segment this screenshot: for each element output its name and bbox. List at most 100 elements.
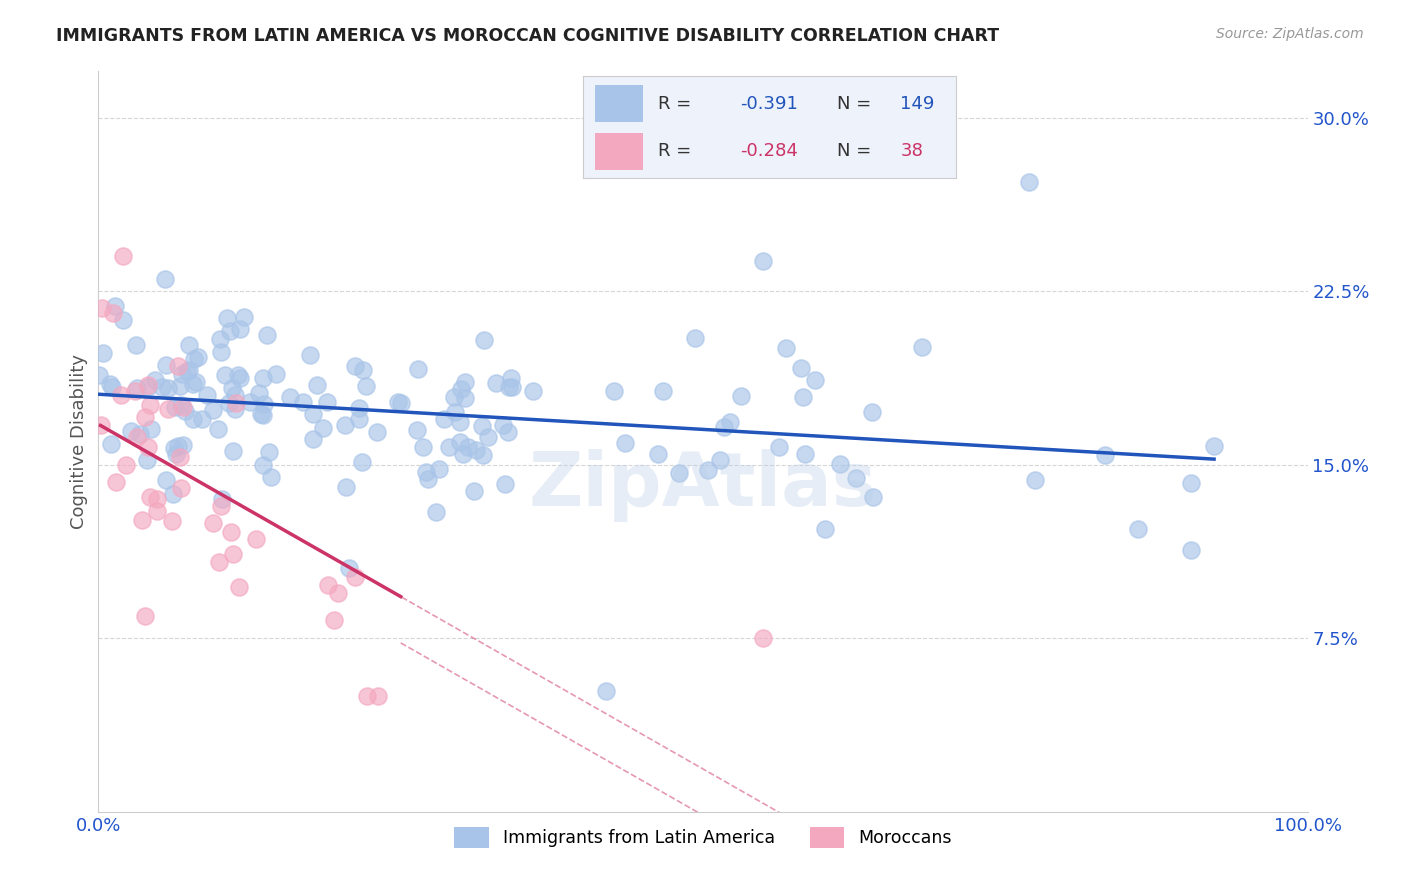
Point xyxy=(214,368,236,382)
Point xyxy=(170,482,193,496)
Point xyxy=(668,466,690,480)
Text: Source: ZipAtlas.com: Source: ZipAtlas.com xyxy=(1216,27,1364,41)
Point xyxy=(1024,473,1046,487)
Point xyxy=(139,398,162,412)
Point xyxy=(169,398,191,412)
Point xyxy=(697,463,720,477)
Point xyxy=(252,458,274,472)
Point xyxy=(463,484,485,499)
Point xyxy=(222,547,245,561)
Point xyxy=(1180,475,1202,490)
Text: -0.284: -0.284 xyxy=(740,142,797,160)
Point xyxy=(472,333,495,347)
Point xyxy=(91,345,114,359)
Point xyxy=(647,446,669,460)
Point xyxy=(195,388,218,402)
Point xyxy=(252,408,274,422)
Point xyxy=(651,384,673,398)
Point xyxy=(333,418,356,433)
Point xyxy=(1180,542,1202,557)
Point xyxy=(111,250,134,264)
Point xyxy=(179,337,201,351)
Point xyxy=(389,396,412,410)
Point xyxy=(713,419,735,434)
Point xyxy=(90,418,112,433)
Point xyxy=(1126,522,1149,536)
Point xyxy=(183,351,205,366)
Point xyxy=(356,689,378,703)
Point xyxy=(449,435,471,450)
Point xyxy=(129,426,152,441)
Point xyxy=(492,418,515,433)
Point xyxy=(259,445,281,459)
Point xyxy=(366,425,388,439)
Point xyxy=(120,424,142,438)
Text: R =: R = xyxy=(658,95,692,112)
Point xyxy=(184,376,207,390)
Point xyxy=(202,403,225,417)
Point xyxy=(131,513,153,527)
Point xyxy=(412,440,434,454)
Point xyxy=(100,376,122,391)
Point xyxy=(104,300,127,314)
Point xyxy=(485,376,508,390)
Point xyxy=(111,313,134,327)
Point xyxy=(211,492,233,507)
Point xyxy=(260,470,283,484)
Point xyxy=(139,490,162,504)
Point xyxy=(134,609,156,624)
Point xyxy=(312,421,335,435)
Point xyxy=(187,350,209,364)
Point xyxy=(253,397,276,411)
Point xyxy=(224,402,246,417)
Point xyxy=(450,382,472,396)
Point xyxy=(792,390,814,404)
Point xyxy=(804,373,827,387)
Point xyxy=(307,377,329,392)
Point xyxy=(156,401,179,416)
Point xyxy=(683,330,706,344)
Point xyxy=(256,327,278,342)
Point xyxy=(347,401,370,415)
Bar xyxy=(595,85,643,122)
Point xyxy=(174,404,197,418)
Point xyxy=(105,475,128,489)
Point xyxy=(316,578,339,592)
Point xyxy=(790,361,813,376)
Point xyxy=(163,401,186,415)
Point xyxy=(752,254,775,268)
Point xyxy=(127,430,149,444)
Point xyxy=(233,310,256,324)
Point xyxy=(222,444,245,458)
Point xyxy=(169,379,191,393)
Point xyxy=(451,447,474,461)
Point xyxy=(166,359,188,373)
Point xyxy=(354,378,377,392)
Point xyxy=(264,367,287,381)
Text: IMMIGRANTS FROM LATIN AMERICA VS MOROCCAN COGNITIVE DISABILITY CORRELATION CHART: IMMIGRANTS FROM LATIN AMERICA VS MOROCCA… xyxy=(56,27,1000,45)
Point xyxy=(221,381,243,395)
Point xyxy=(146,491,169,506)
Point xyxy=(730,389,752,403)
Point xyxy=(477,430,499,444)
Point xyxy=(208,332,231,346)
Point xyxy=(280,390,302,404)
Point xyxy=(139,422,162,436)
Text: 38: 38 xyxy=(900,142,924,160)
Point xyxy=(291,395,314,409)
Point xyxy=(110,388,132,402)
Point xyxy=(145,373,167,387)
Point xyxy=(136,378,159,392)
Point xyxy=(337,561,360,575)
Point xyxy=(101,380,124,394)
Point xyxy=(416,472,439,486)
Point xyxy=(709,452,731,467)
Point xyxy=(217,310,239,325)
Point xyxy=(176,364,198,378)
Point xyxy=(845,471,868,485)
Point xyxy=(239,394,262,409)
Point xyxy=(316,394,339,409)
Point xyxy=(170,367,193,381)
Point xyxy=(101,305,124,319)
Point xyxy=(352,363,374,377)
